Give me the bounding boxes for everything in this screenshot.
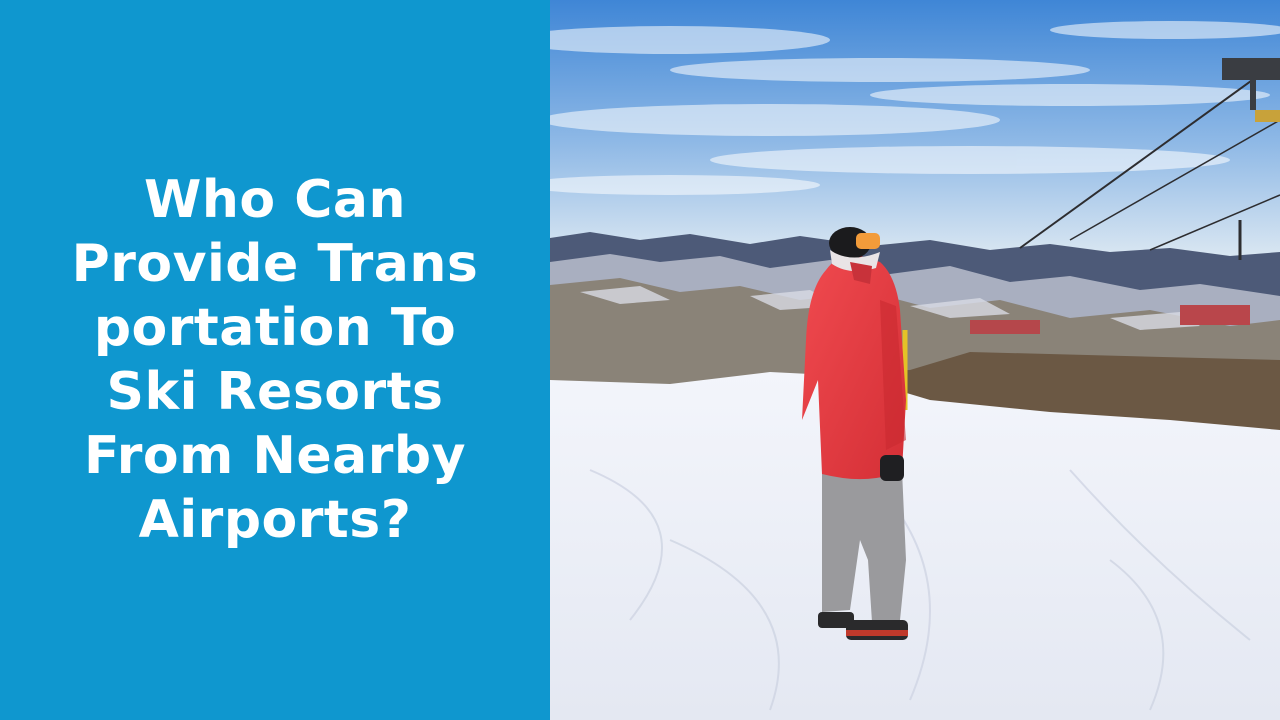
snowboarder-goggles [856,233,880,249]
headline-line-3: portation To [93,298,457,358]
headline-line-6: Airports? [138,490,412,550]
snowboarder-glove [880,455,904,481]
headline-line-5: From Nearby [84,426,466,486]
title-panel: Who Can Provide Trans portation To Ski R… [0,0,550,720]
headline-line-1: Who Can [144,170,406,230]
headline-line-4: Ski Resorts [106,362,444,422]
snowboarder-pants [822,470,906,622]
headline-line-2: Provide Trans [71,234,479,294]
ski-slope-photo [550,0,1280,720]
clouds [550,21,1280,195]
chairlift-chair [1222,58,1280,122]
snow-patches [580,286,1200,330]
snowboarder-jacket [802,255,906,480]
snow-slope [550,372,1280,720]
ski-slope-illustration [550,0,1280,720]
lodge [1180,305,1250,325]
snowboarder-boots [818,612,854,628]
headline: Who Can Provide Trans portation To Ski R… [0,168,550,552]
snowboarder [802,227,908,640]
